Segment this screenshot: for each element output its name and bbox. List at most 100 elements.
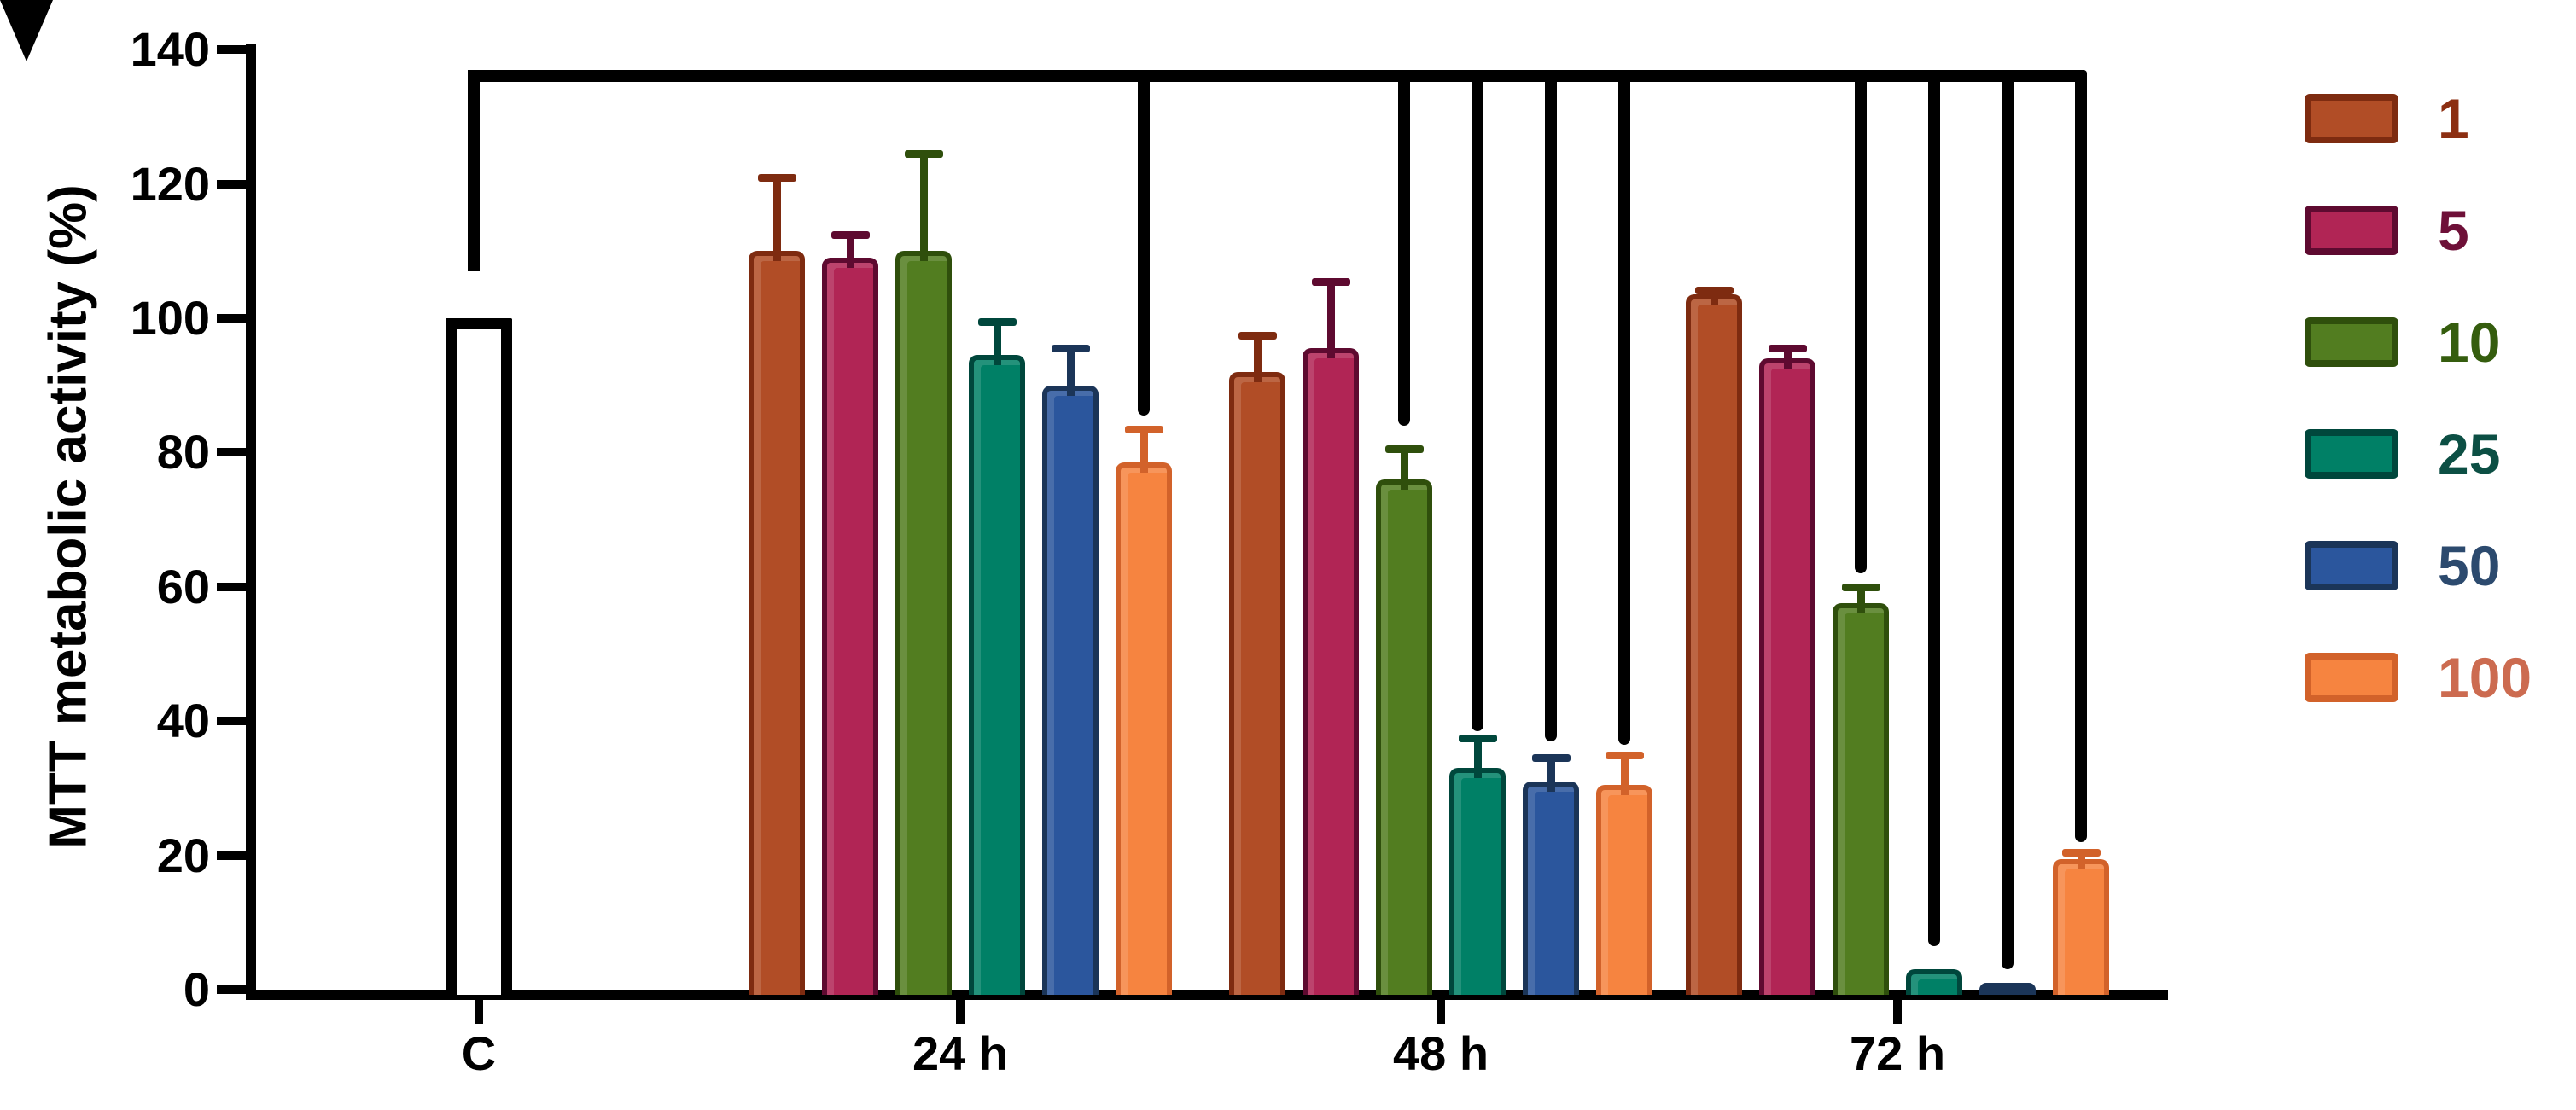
error-bar-stem [1621,755,1629,795]
y-tick-label: 60 [156,560,210,613]
legend-item-1: 1 [2305,89,2576,154]
significance-drop-48h-100 [1618,70,1630,745]
y-tick-mark [217,180,246,189]
significance-drop-48h-25 [1472,70,1483,731]
significance-drop-72h-10 [1855,70,1867,573]
y-tick-label: 120 [130,157,210,211]
x-tick-label-C: C [461,1026,497,1080]
error-bar-cap [2062,849,2101,857]
error-bar-cap [831,231,870,239]
error-bar-stem [773,177,781,261]
error-bar-stem [920,154,928,261]
significance-drop-48h-50 [1545,70,1557,741]
x-tick-mark [956,1000,965,1024]
bar-24h-50 [1042,386,1099,995]
bar-48h-100 [1596,785,1652,995]
legend-item-50: 50 [2305,536,2576,601]
error-bar-stem [1140,429,1148,473]
x-tick-label-48h: 48 h [1392,1026,1489,1080]
y-tick-mark [217,314,246,323]
error-bar-stem [1784,348,1792,369]
y-tick-mark [217,448,246,456]
x-tick-mark [1437,1000,1445,1024]
significance-drop-72h-25 [1928,70,1940,946]
bar-control [446,318,512,995]
error-bar-cap [1459,735,1497,742]
error-bar-stem [1401,449,1408,490]
y-tick-label: 80 [156,425,210,479]
legend-label-100: 100 [2438,646,2532,709]
bar-72h-100 [2053,859,2109,995]
error-bar-cap [905,150,943,158]
y-tick-label: 140 [130,22,210,76]
error-bar-stem [1254,335,1262,382]
legend-swatch-100 [2305,653,2398,702]
error-bar-stem [847,235,854,268]
error-bar-stem [1067,348,1075,396]
error-bar-cap [978,318,1017,326]
error-bar-cap [1125,426,1163,433]
legend-item-100: 100 [2305,648,2576,712]
y-tick-mark [217,985,246,994]
x-tick-label-72h: 72 h [1849,1026,1946,1080]
y-axis-line [246,44,256,1000]
significance-bracket-line [468,70,2087,82]
bar-24h-100 [1116,462,1172,995]
error-bar-cap [1385,445,1424,453]
significance-drop-24h-100 [1138,70,1150,416]
bar-48h-50 [1523,782,1579,995]
error-bar-cap [1769,345,1807,352]
significance-drop-72h-100 [2075,70,2087,842]
significance-drop-48h-10 [1398,70,1410,426]
error-bar-stem [1474,738,1482,778]
x-tick-mark [475,1000,483,1024]
legend-label-10: 10 [2438,311,2501,374]
error-bar-cap [1532,754,1571,762]
legend-swatch-10 [2305,317,2398,367]
legend-label-50: 50 [2438,534,2501,597]
bar-24h-5 [822,258,878,995]
error-bar-stem [994,322,1001,365]
error-bar-cap [1238,332,1277,340]
bar-24h-25 [969,355,1025,995]
y-tick-label: 0 [183,962,210,1016]
legend-swatch-25 [2305,429,2398,479]
x-tick-label-24h: 24 h [912,1026,1009,1080]
legend-swatch-50 [2305,541,2398,590]
bar-24h-10 [895,251,952,995]
y-tick-mark [217,583,246,591]
bar-72h-10 [1833,603,1889,995]
legend-item-5: 5 [2305,200,2576,265]
y-tick-mark [217,851,246,860]
significance-arrow-shaft [468,70,480,271]
y-tick-label: 100 [130,291,210,345]
y-tick-label: 20 [156,828,210,882]
bar-72h-1 [1686,294,1742,995]
error-bar-cap [1842,584,1880,591]
y-tick-mark [217,45,246,54]
significance-drop-72h-50 [2002,70,2014,969]
bar-72h-50 [1979,983,2036,995]
error-bar-cap [1695,287,1734,294]
error-bar-cap [1606,752,1644,759]
x-tick-mark [1893,1000,1902,1024]
legend-swatch-5 [2305,206,2398,255]
bar-72h-5 [1759,358,1815,995]
y-tick-mark [217,717,246,725]
bar-48h-25 [1449,768,1506,995]
legend-item-25: 25 [2305,424,2576,489]
significance-arrow-head [0,0,53,61]
legend-label-1: 1 [2438,87,2469,150]
error-bar-cap [1312,278,1350,286]
legend-item-10: 10 [2305,312,2576,377]
bar-48h-10 [1376,479,1432,995]
error-bar-stem [1327,282,1335,358]
error-bar-stem [1857,587,1865,613]
bar-48h-5 [1303,348,1359,995]
legend-swatch-1 [2305,94,2398,143]
legend-label-5: 5 [2438,199,2469,262]
error-bar-stem [2078,852,2085,869]
